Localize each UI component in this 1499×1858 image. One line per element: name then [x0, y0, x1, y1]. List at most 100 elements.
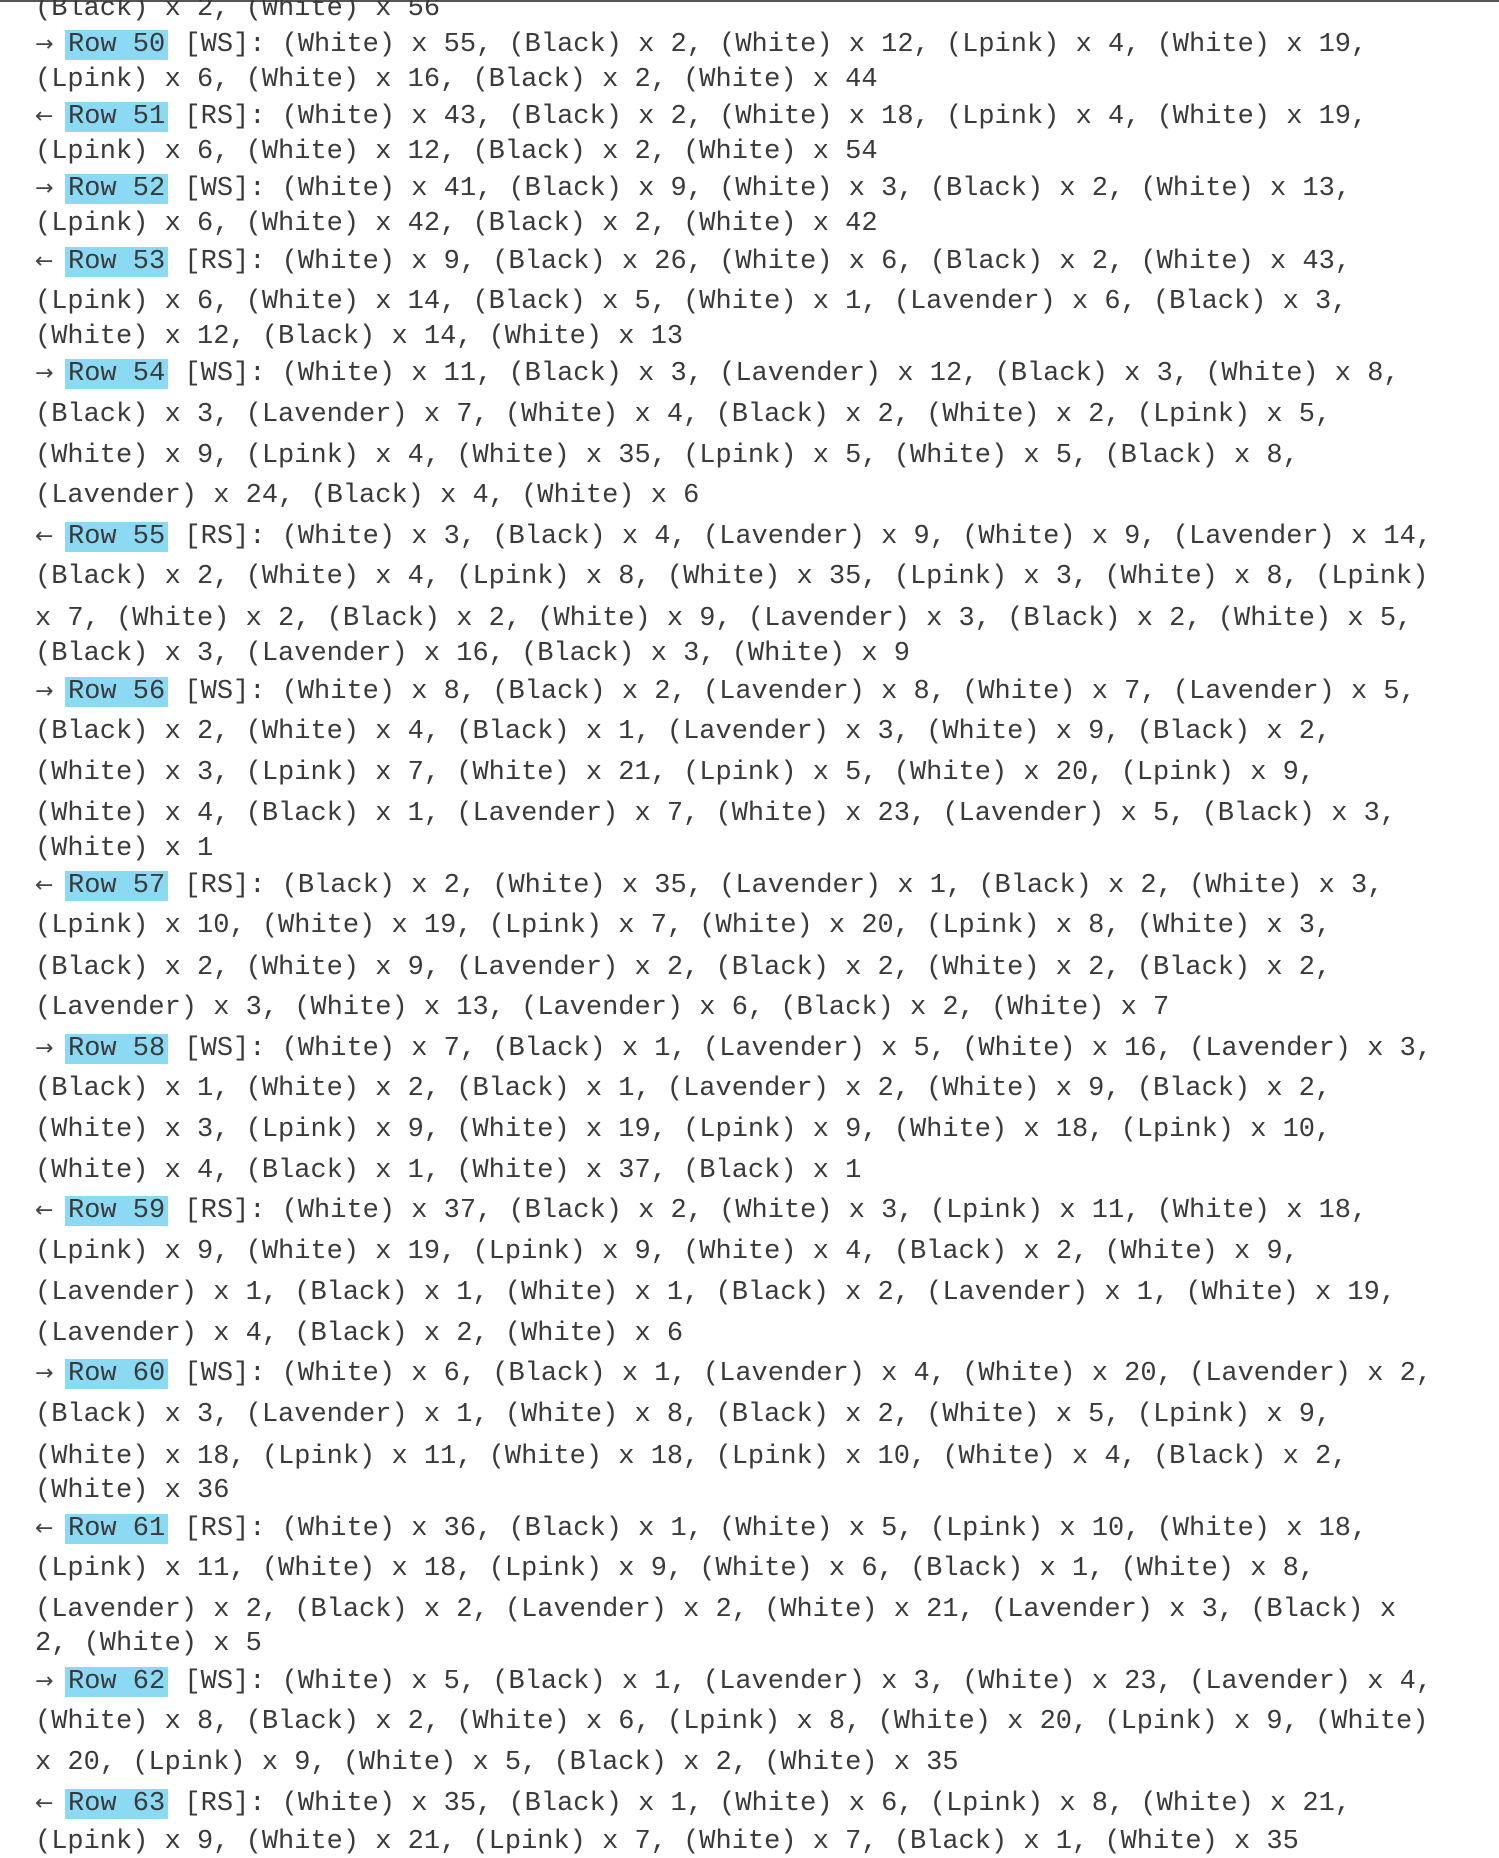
row-label: Row 55: [65, 522, 169, 552]
row-instruction: ← Row 51 [RS]: (White) x 43, (Black) x 2,…: [35, 101, 1367, 133]
row-label: Row 59: [65, 1196, 169, 1226]
row-instruction: ← Row 57 [RS]: (Black) x 2, (White) x 35,…: [35, 870, 1383, 902]
row-stitches: (White) x 41, (Black) x 9, (White) x 3, …: [281, 174, 1352, 204]
row-continuation: (Lpink) x 11, (White) x 18, (Lpink) x 9,…: [35, 1554, 1316, 1584]
row-label: Row 51: [65, 102, 169, 132]
row-continuation: (White) x 36: [35, 1476, 230, 1506]
row-continuation: (Lpink) x 6, (White) x 14, (Black) x 5, …: [35, 287, 1348, 317]
row-continuation: (White) x 3, (Lpink) x 9, (White) x 19, …: [35, 1115, 1332, 1145]
row-stitches: (White) x 3, (Black) x 4, (Lavender) x 9…: [281, 522, 1433, 552]
arrow-right-icon: →: [35, 361, 54, 386]
row-side: [WS]:: [184, 174, 266, 204]
row-side: [RS]:: [184, 1196, 266, 1226]
row-stitches: (White) x 36, (Black) x 1, (White) x 5, …: [281, 1514, 1368, 1544]
row-instruction: → Row 52 [WS]: (White) x 41, (Black) x 9,…: [35, 173, 1351, 205]
row-stitches: (White) x 11, (Black) x 3, (Lavender) x …: [281, 359, 1400, 389]
row-continuation: (Black) x 1, (White) x 2, (Black) x 1, (…: [35, 1074, 1332, 1104]
row-continuation: (Black) x 3, (Lavender) x 7, (White) x 4…: [35, 400, 1332, 430]
arrow-right-icon: →: [35, 176, 54, 201]
arrow-left-icon: ←: [35, 873, 54, 898]
row-continuation: (Lpink) x 9, (White) x 19, (Lpink) x 9, …: [35, 1237, 1299, 1267]
row-stitches: (White) x 35, (Black) x 1, (White) x 6, …: [281, 1789, 1352, 1819]
arrow-right-icon: →: [35, 1669, 54, 1694]
row-continuation: (White) x 3, (Lpink) x 7, (White) x 21, …: [35, 758, 1316, 788]
row-label: Row 62: [65, 1667, 169, 1697]
row-instruction: → Row 60 [WS]: (White) x 6, (Black) x 1, …: [35, 1358, 1432, 1390]
row-side: [WS]:: [184, 1034, 266, 1064]
arrow-right-icon: →: [35, 1036, 54, 1061]
row-instruction: → Row 50 [WS]: (White) x 55, (Black) x 2,…: [35, 29, 1367, 61]
row-continuation: (Lpink) x 6, (White) x 42, (Black) x 2, …: [35, 209, 878, 239]
row-instruction: → Row 58 [WS]: (White) x 7, (Black) x 1, …: [35, 1033, 1432, 1065]
arrow-left-icon: ←: [35, 1198, 54, 1223]
row-side: [WS]:: [184, 359, 266, 389]
row-stitches: (White) x 8, (Black) x 2, (Lavender) x 8…: [281, 677, 1416, 707]
row-instruction: ← Row 55 [RS]: (White) x 3, (Black) x 4, …: [35, 521, 1432, 553]
row-label: Row 54: [65, 359, 169, 389]
row-side: [WS]:: [184, 677, 266, 707]
row-stitches: (White) x 5, (Black) x 1, (Lavender) x 3…: [281, 1667, 1433, 1697]
row-side: [RS]:: [184, 1514, 266, 1544]
arrow-right-icon: →: [35, 1361, 54, 1386]
row-side: [RS]:: [184, 247, 266, 277]
row-continuation: (White) x 18, (Lpink) x 11, (White) x 18…: [35, 1442, 1348, 1472]
row-continuation: 2, (White) x 5: [35, 1629, 262, 1659]
row-continuation: (Lavender) x 4, (Black) x 2, (White) x 6: [35, 1319, 684, 1349]
arrow-right-icon: →: [35, 679, 54, 704]
arrow-left-icon: ←: [35, 1516, 54, 1541]
row-label: Row 58: [65, 1034, 169, 1064]
row-stitches: (Black) x 2, (White) x 35, (Lavender) x …: [281, 871, 1384, 901]
row-continuation: (Black) x 2, (White) x 9, (Lavender) x 2…: [35, 953, 1332, 983]
row-label: Row 50: [65, 30, 169, 60]
row-side: [RS]:: [184, 102, 266, 132]
row-continuation: (Lavender) x 1, (Black) x 1, (White) x 1…: [35, 1278, 1397, 1308]
row-continuation: x 7, (White) x 2, (Black) x 2, (White) x…: [35, 604, 1413, 634]
row-side: [WS]:: [184, 1667, 266, 1697]
arrow-left-icon: ←: [35, 1791, 54, 1816]
row-continuation: (Lavender) x 2, (Black) x 2, (Lavender) …: [35, 1595, 1397, 1625]
row-label: Row 60: [65, 1359, 169, 1389]
row-stitches: (White) x 37, (Black) x 2, (White) x 3, …: [281, 1196, 1368, 1226]
row-continuation: (White) x 4, (Black) x 1, (Lavender) x 7…: [35, 799, 1397, 829]
row-continuation: (Lpink) x 6, (White) x 16, (Black) x 2, …: [35, 65, 878, 95]
row-continuation: (Black) x 2, (White) x 4, (Lpink) x 8, (…: [35, 562, 1429, 592]
arrow-right-icon: →: [35, 32, 54, 57]
top-border: [0, 0, 1499, 2]
row-stitches: (White) x 6, (Black) x 1, (Lavender) x 4…: [281, 1359, 1433, 1389]
row-continuation: (White) x 9, (Lpink) x 4, (White) x 35, …: [35, 441, 1299, 471]
row-instruction: → Row 56 [WS]: (White) x 8, (Black) x 2, …: [35, 676, 1416, 708]
row-continuation: (White) x 12, (Black) x 14, (White) x 13: [35, 322, 684, 352]
row-label: Row 57: [65, 871, 169, 901]
row-continuation: (White) x 1: [35, 834, 214, 864]
row-side: [RS]:: [184, 522, 266, 552]
row-continuation: (Black) x 3, (Lavender) x 16, (Black) x …: [35, 639, 910, 669]
row-continuation: (Black) x 3, (Lavender) x 1, (White) x 8…: [35, 1400, 1332, 1430]
row-continuation: (Lavender) x 3, (White) x 13, (Lavender)…: [35, 993, 1170, 1023]
row-continuation: (Lavender) x 24, (Black) x 4, (White) x …: [35, 481, 700, 511]
row-continuation: (White) x 8, (Black) x 2, (White) x 6, (…: [35, 1707, 1429, 1737]
row-label: Row 56: [65, 677, 169, 707]
row-label: Row 63: [65, 1789, 169, 1819]
row-stitches: (White) x 55, (Black) x 2, (White) x 12,…: [281, 30, 1368, 60]
row-continuation: (Lpink) x 6, (White) x 12, (Black) x 2, …: [35, 137, 878, 167]
leading-line: (Black) x 2, (White) x 56: [35, 0, 441, 24]
row-continuation: (Black) x 2, (White) x 4, (Black) x 1, (…: [35, 717, 1332, 747]
row-side: [WS]:: [184, 1359, 266, 1389]
row-instruction: ← Row 63 [RS]: (White) x 35, (Black) x 1,…: [35, 1788, 1351, 1820]
row-label: Row 52: [65, 174, 169, 204]
row-instruction: → Row 62 [WS]: (White) x 5, (Black) x 1, …: [35, 1666, 1432, 1698]
row-side: [WS]:: [184, 30, 266, 60]
row-side: [RS]:: [184, 871, 266, 901]
arrow-left-icon: ←: [35, 524, 54, 549]
row-label: Row 61: [65, 1514, 169, 1544]
row-continuation: (Lpink) x 10, (White) x 19, (Lpink) x 7,…: [35, 911, 1332, 941]
row-continuation: x 20, (Lpink) x 9, (White) x 5, (Black) …: [35, 1748, 959, 1778]
row-instruction: ← Row 53 [RS]: (White) x 9, (Black) x 26,…: [35, 246, 1351, 278]
row-instruction: → Row 54 [WS]: (White) x 11, (Black) x 3,…: [35, 358, 1400, 390]
row-stitches: (White) x 43, (Black) x 2, (White) x 18,…: [281, 102, 1368, 132]
row-instruction: ← Row 61 [RS]: (White) x 36, (Black) x 1,…: [35, 1513, 1367, 1545]
row-stitches: (White) x 9, (Black) x 26, (White) x 6, …: [281, 247, 1352, 277]
arrow-left-icon: ←: [35, 104, 54, 129]
arrow-left-icon: ←: [35, 249, 54, 274]
row-side: [RS]:: [184, 1789, 266, 1819]
